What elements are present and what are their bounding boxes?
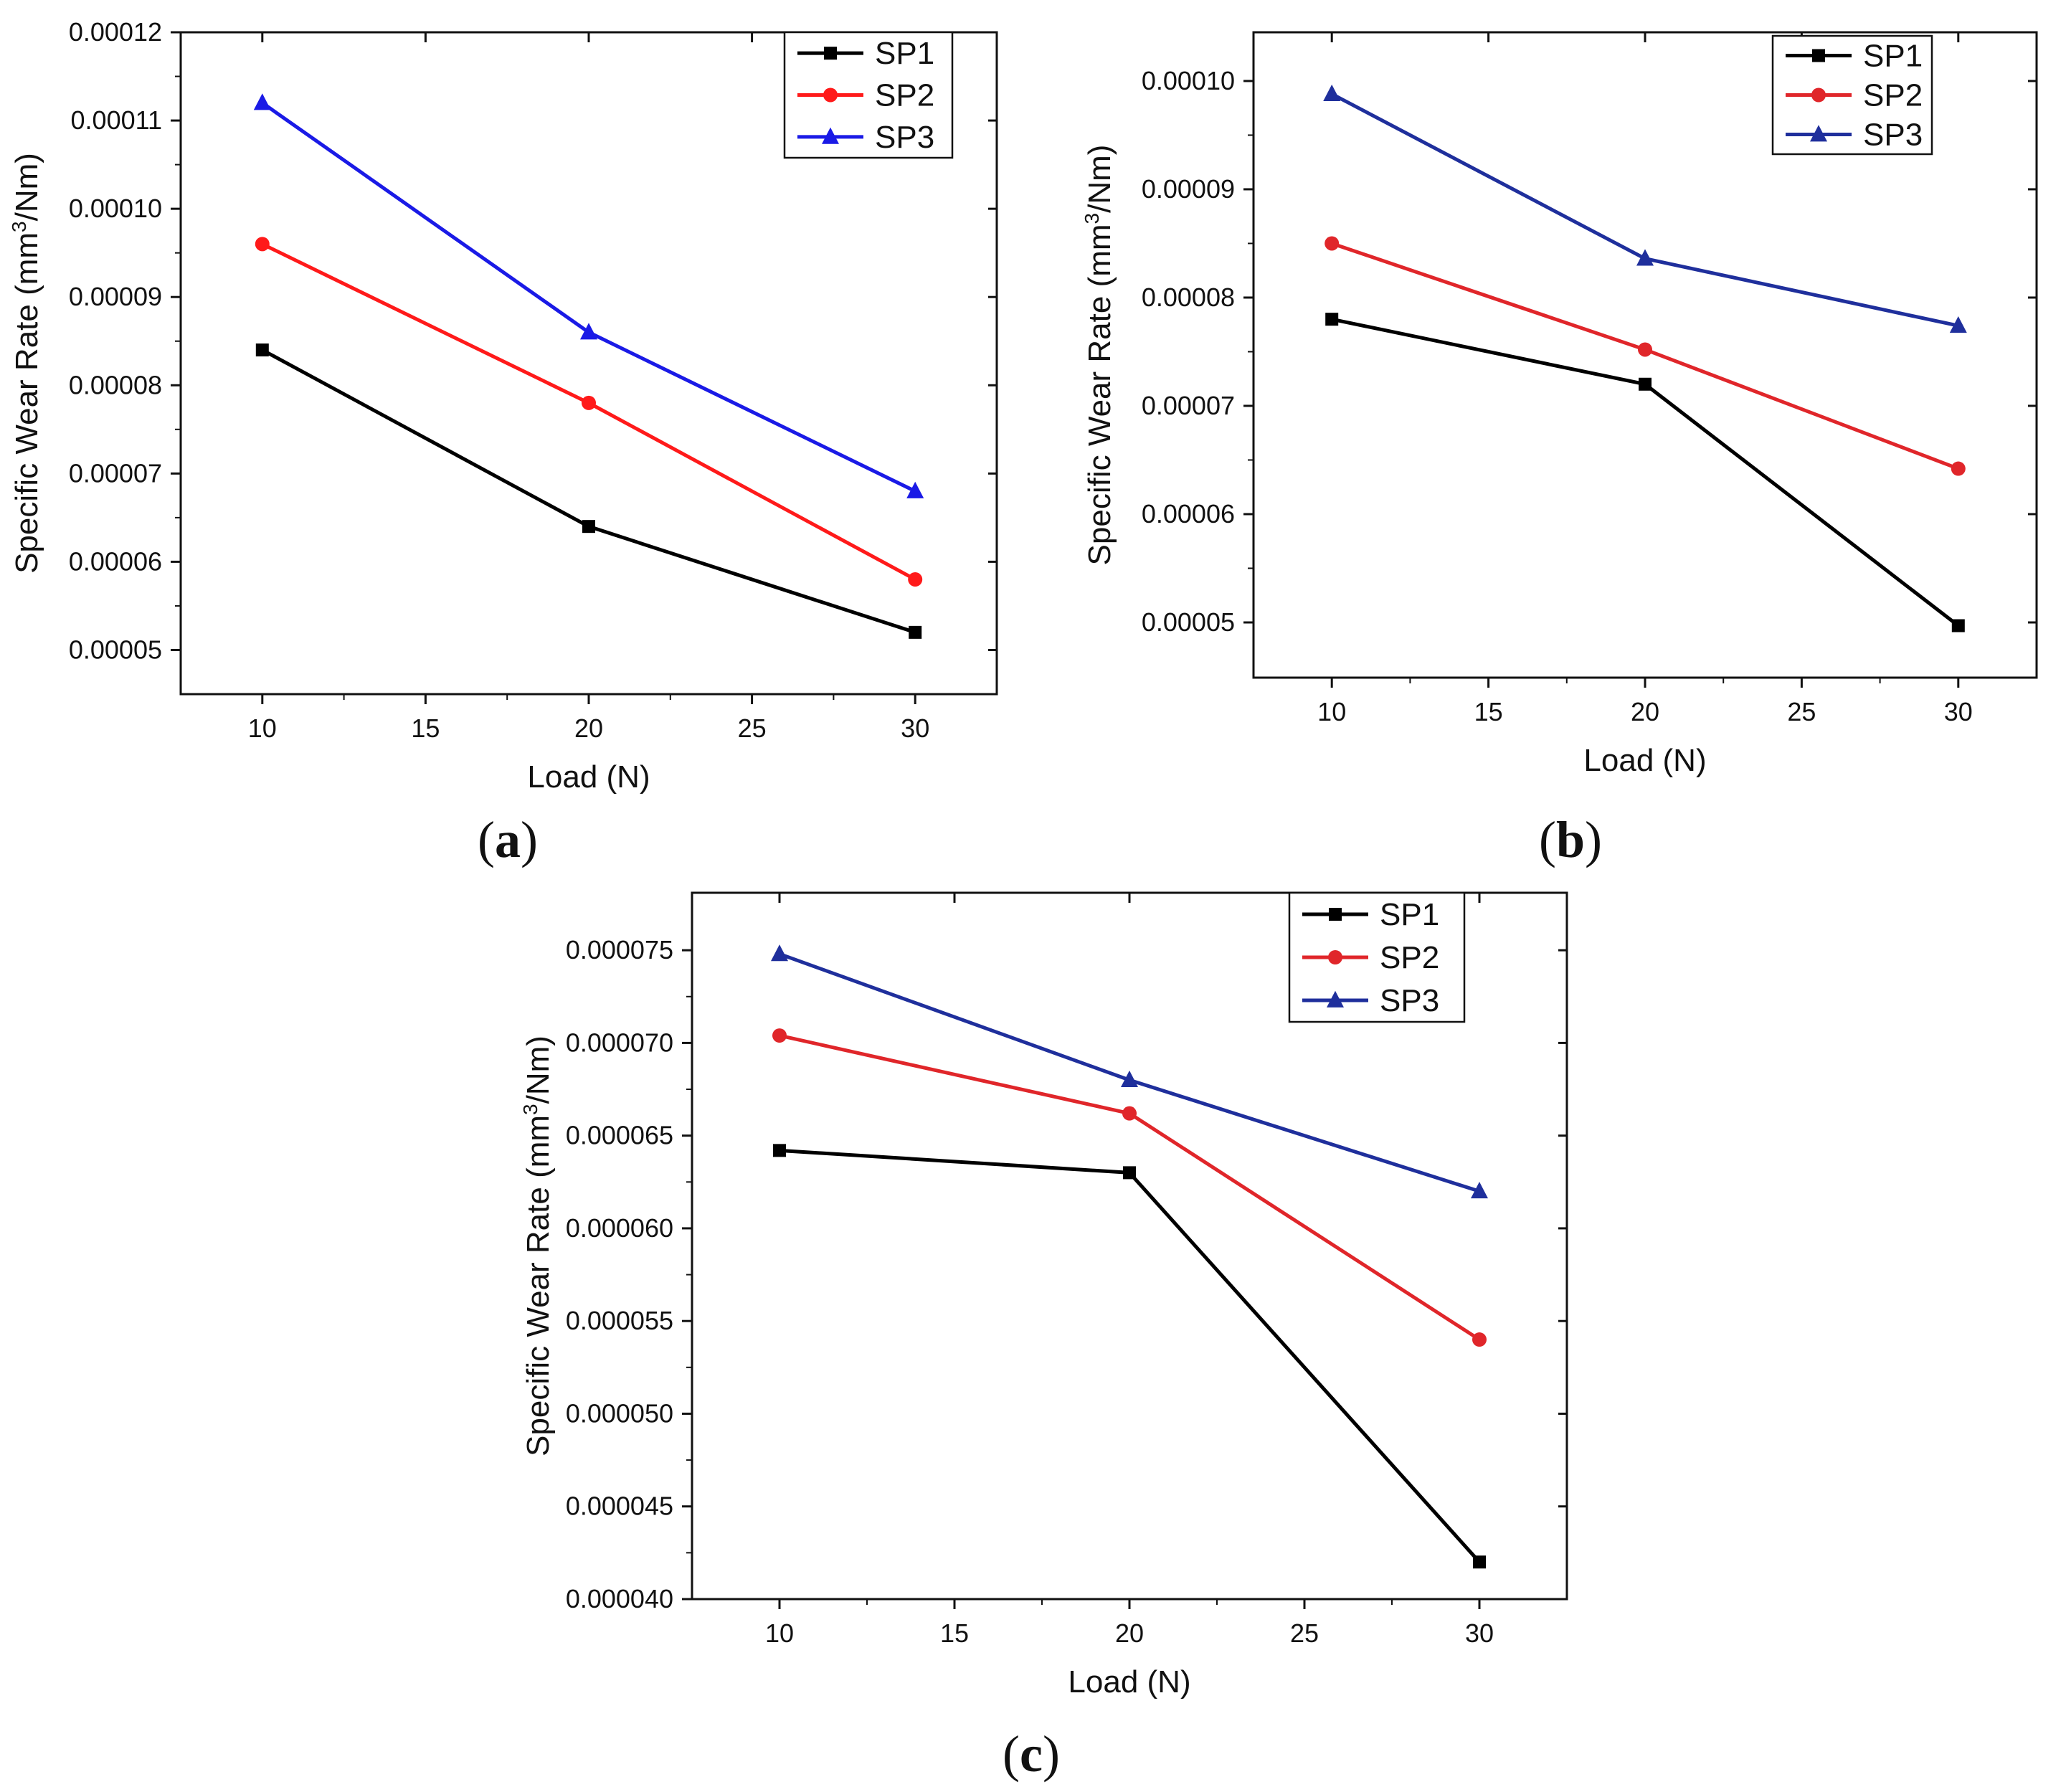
x-tick-label: 30: [1465, 1618, 1494, 1648]
y-tick-label: 0.000070: [566, 1028, 673, 1057]
legend-marker-sp2: [1328, 950, 1342, 964]
data-point-sp2: [1472, 1332, 1487, 1347]
y-tick-label: 0.00007: [69, 458, 162, 488]
data-point-sp3: [1949, 316, 1967, 333]
y-tick-label: 0.00010: [69, 194, 162, 223]
y-tick-label: 0.00011: [71, 105, 162, 135]
x-axis-title: Load (N): [1583, 743, 1706, 778]
chart-panel-c: 10 15 20 25 30 0.000040 0.000045 0.000050 0.0000…: [519, 891, 1568, 1783]
data-point-sp3: [1471, 1182, 1488, 1199]
y-tick-label: 0.000040: [566, 1584, 673, 1613]
x-tick-label: 10: [248, 714, 277, 743]
data-point-sp1: [1325, 313, 1339, 326]
y-tick-label: 0.00007: [1142, 391, 1235, 420]
data-point-sp1: [773, 1144, 786, 1157]
legend-label-sp3: SP3: [875, 120, 934, 155]
legend-label-sp2: SP2: [875, 78, 934, 113]
legend-label-sp1: SP1: [1380, 897, 1439, 932]
y-tick-label: 0.000045: [566, 1492, 673, 1521]
panel-label-a: (a): [478, 811, 538, 868]
legend-marker-sp2: [1811, 87, 1826, 103]
x-tick-label: 15: [1474, 697, 1503, 726]
data-point-sp3: [771, 944, 788, 962]
x-tick-label: 30: [1944, 697, 1973, 726]
y-tick-label: 0.00009: [1142, 174, 1235, 204]
data-point-sp3: [1636, 249, 1654, 266]
legend-label-sp3: SP3: [1863, 118, 1923, 153]
y-tick-label: 0.00010: [1142, 66, 1235, 95]
x-tick-label: 20: [1115, 1618, 1144, 1648]
data-point-sp1: [582, 520, 595, 534]
y-tick-label: 0.00005: [69, 635, 162, 664]
legend-marker-sp1: [1329, 908, 1342, 921]
y-axis-title: Specific Wear Rate (mm3/Nm): [1081, 145, 1117, 566]
legend-label-sp1: SP1: [1863, 39, 1923, 74]
x-axis-title: Load (N): [1068, 1664, 1190, 1699]
data-point-sp3: [1121, 1070, 1138, 1088]
y-tick-label: 0.000075: [566, 935, 673, 964]
chart-panel-b: 10 15 20 25 30 0.00005 0.00006 0.00007 0.00008 0.…: [1081, 31, 2038, 868]
y-tick-label: 0.00008: [69, 370, 162, 399]
y-axis-title: Specific Wear Rate (mm3/Nm): [519, 1035, 556, 1456]
x-tick-label: 20: [1631, 697, 1659, 726]
y-tick-label: 0.000060: [566, 1213, 673, 1243]
data-point-sp3: [253, 93, 271, 110]
x-tick-label: 25: [1290, 1618, 1319, 1648]
legend-marker-sp3: [1327, 990, 1344, 1008]
x-tick-label: 15: [940, 1618, 969, 1648]
chart-panel-a: 10 15 20 25 30 0.00005 0.00006 0.00007 0.00008 0.…: [8, 17, 998, 868]
legend-marker-sp2: [823, 87, 838, 103]
data-point-sp3: [1323, 84, 1341, 101]
y-axis-title: Specific Wear Rate (mm3/Nm): [8, 153, 44, 574]
data-point-sp1: [1951, 619, 1965, 632]
legend-marker-sp1: [824, 47, 837, 60]
panel-label-b: (b): [1539, 811, 1602, 868]
x-tick-label: 25: [1787, 697, 1816, 726]
data-point-sp1: [255, 343, 269, 357]
panel-label-c: (c): [1003, 1725, 1060, 1783]
y-tick-label: 0.000050: [566, 1398, 673, 1428]
y-tick-label: 0.00012: [69, 17, 162, 47]
x-tick-label: 10: [1317, 697, 1346, 726]
legend-label-sp1: SP1: [875, 36, 934, 71]
data-point-sp2: [1325, 236, 1340, 251]
legend-marker-sp1: [1812, 49, 1825, 62]
x-tick-label: 20: [574, 714, 603, 743]
legend-marker-sp3: [1810, 125, 1827, 142]
data-point-sp3: [580, 323, 597, 340]
data-point-sp2: [1122, 1106, 1137, 1121]
y-tick-label: 0.00008: [1142, 283, 1235, 312]
y-tick-label: 0.00006: [69, 546, 162, 576]
data-point-sp3: [906, 481, 924, 498]
data-point-sp2: [908, 572, 923, 587]
legend-label-sp2: SP2: [1380, 940, 1439, 975]
data-point-sp1: [1123, 1166, 1136, 1180]
data-point-sp1: [909, 625, 922, 639]
data-point-sp2: [582, 395, 596, 410]
x-tick-label: 10: [765, 1618, 794, 1648]
legend-marker-sp3: [822, 127, 839, 144]
x-tick-label: 25: [738, 714, 767, 743]
data-point-sp2: [772, 1028, 787, 1043]
y-tick-label: 0.00005: [1142, 607, 1235, 637]
legend-label-sp2: SP2: [1863, 78, 1923, 113]
data-point-sp2: [1951, 461, 1966, 476]
y-tick-label: 0.000055: [566, 1306, 673, 1335]
legend-label-sp3: SP3: [1380, 983, 1439, 1018]
y-tick-label: 0.000065: [566, 1121, 673, 1150]
y-tick-label: 0.00009: [69, 282, 162, 311]
x-tick-label: 30: [901, 714, 929, 743]
data-point-sp2: [255, 237, 270, 252]
y-tick-label: 0.00006: [1142, 499, 1235, 528]
data-point-sp1: [1639, 377, 1652, 391]
x-axis-title: Load (N): [527, 759, 650, 795]
x-tick-label: 15: [411, 714, 440, 743]
data-point-sp2: [1638, 342, 1652, 357]
data-point-sp1: [1473, 1555, 1486, 1569]
